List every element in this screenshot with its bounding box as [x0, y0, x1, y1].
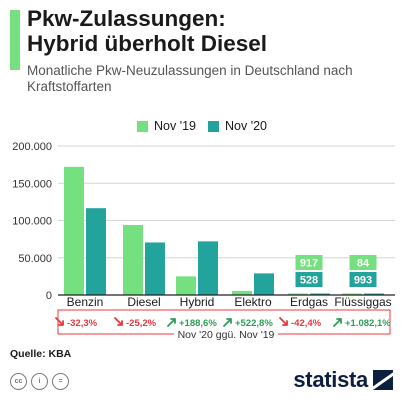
y-tick-label: 150.000	[12, 178, 52, 190]
legend: Nov '19 Nov '20	[137, 119, 267, 133]
title-line-2: Hybrid überholt Diesel	[27, 31, 268, 56]
statista-logo[interactable]: statista	[293, 367, 393, 393]
bar-elektro-nov-20	[254, 273, 274, 295]
legend-label-nov-20: Nov '20	[225, 119, 267, 133]
bar-erdgas-nov-20	[310, 293, 330, 295]
cc-icon[interactable]: cc	[10, 373, 27, 390]
bar-value-label: 917	[300, 258, 318, 270]
x-tick-label: Benzin	[67, 295, 104, 309]
x-tick-label: Diesel	[127, 295, 160, 309]
title-accent-bar	[10, 10, 20, 70]
change-label: +522,8%	[235, 318, 273, 329]
legend-swatch-nov-20	[208, 120, 219, 132]
by-icon[interactable]: i	[31, 373, 48, 390]
title-line-1: Pkw-Zulassungen:	[27, 6, 226, 31]
arrow-down-icon	[279, 317, 288, 326]
y-tick-label: 0	[46, 290, 52, 302]
change-caption-bg	[174, 329, 278, 341]
bar-fl-ssiggas-nov-20	[364, 293, 384, 295]
source-note: Quelle: KBA	[10, 348, 72, 360]
arrow-up-icon	[167, 318, 176, 327]
bar-diesel-nov-20	[145, 242, 165, 295]
bar-value-label: 528	[300, 275, 318, 287]
bar-value-label: 993	[354, 275, 372, 287]
bar-erdgas-nov-19	[288, 293, 308, 295]
bar-elektro-nov-19	[232, 290, 252, 295]
bar-label-box	[295, 272, 323, 287]
bar-hybrid-nov-19	[176, 276, 196, 295]
legend-label-nov-19: Nov '19	[154, 119, 196, 133]
x-tick-label: Hybrid	[180, 295, 215, 309]
arrow-down-icon	[114, 317, 123, 326]
statista-logo-icon	[373, 370, 393, 390]
bar-chart: 200.000 150.000 100.000 50.000 0 917 528 84 993 B…	[12, 141, 395, 341]
y-tick-label: 50.000	[18, 253, 52, 265]
change-label: -32,3%	[67, 318, 98, 329]
x-tick-label: Flüssiggas	[334, 295, 391, 309]
y-tick-label: 200.000	[12, 141, 52, 153]
license-icons: cc i =	[10, 373, 69, 390]
bar-label-box	[349, 255, 377, 270]
nd-icon[interactable]: =	[52, 373, 69, 390]
x-tick-label: Erdgas	[290, 295, 328, 309]
bar-diesel-nov-19	[123, 224, 143, 295]
bar-value-label: 84	[357, 258, 370, 270]
arrow-up-icon	[223, 318, 232, 327]
change-label: +188,6%	[179, 318, 217, 329]
legend-item-nov-19: Nov '19	[137, 119, 196, 133]
bar-hybrid-nov-20	[198, 241, 218, 295]
arrow-up-icon	[333, 318, 342, 327]
change-caption: Nov '20 ggü. Nov '19	[178, 329, 275, 341]
change-label: +1.082,1%	[345, 318, 391, 329]
change-label: -42,4%	[291, 318, 322, 329]
bar-label-box	[295, 255, 323, 270]
bar-fl-ssiggas-nov-19	[342, 293, 362, 295]
legend-item-nov-20: Nov '20	[208, 119, 267, 133]
chart-subtitle: Monatliche Pkw-Neuzulassungen in Deutsch…	[27, 63, 353, 94]
change-label: -25,2%	[126, 318, 157, 329]
bar-benzin-nov-20	[86, 208, 106, 295]
bar-label-box	[349, 272, 377, 287]
arrow-down-icon	[55, 317, 64, 326]
chart-title: Pkw-Zulassungen: Hybrid überholt Diesel	[27, 6, 267, 56]
y-tick-label: 100.000	[12, 216, 52, 228]
brand-name: statista	[293, 367, 368, 392]
bar-benzin-nov-19	[64, 166, 84, 295]
legend-swatch-nov-19	[137, 120, 148, 132]
x-tick-label: Elektro	[234, 295, 272, 309]
